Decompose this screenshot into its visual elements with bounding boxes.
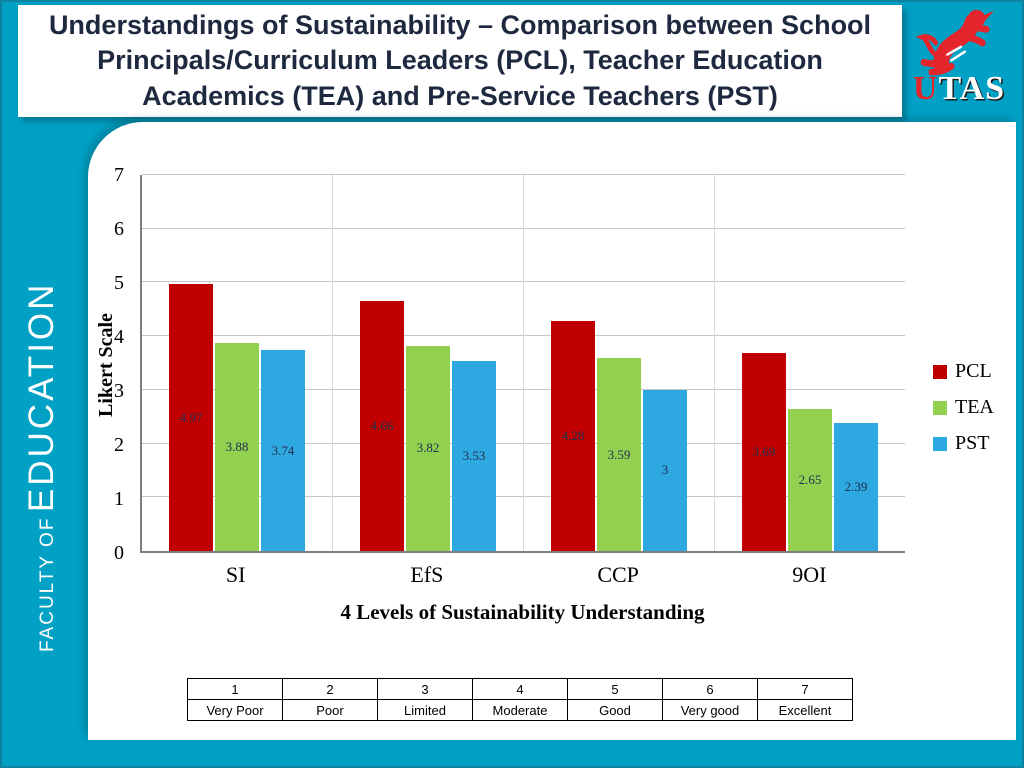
scale-number: 3 [377,678,473,700]
legend-item-pst: PST [933,432,994,455]
y-axis-ticks: 0 1 2 3 4 5 6 7 [88,164,132,564]
bar-value-label: 3 [661,462,669,478]
x-category-si: SI [225,562,246,587]
y-tick-label: 6 [114,218,124,240]
likert-scale-table: 1 2 3 4 5 6 7 Very Poor Poor Limited Mod… [187,678,853,721]
bar-value-label: 3.69 [752,443,776,459]
legend-item-pcl: PCL [933,360,994,383]
bar-group-EfS: 4.66 3.82 3.53 [332,175,523,551]
x-category-efs: EfS [410,562,444,587]
bar-pst-SI: 3.74 [261,350,305,551]
scale-label: Moderate [472,699,568,721]
scale-number: 6 [662,678,758,700]
y-tick-label: 1 [114,488,124,511]
legend-label-tea: TEA [955,396,994,418]
x-category-9oi: 9OI [792,562,827,587]
bar-value-label: 4.97 [179,409,203,425]
bar-pcl-SI: 4.97 [169,284,213,551]
legend-item-tea: TEA [933,396,994,419]
utas-wordmark: UTAS [913,72,1005,106]
bar-tea-9OI: 2.65 [788,408,832,551]
bar-value-label: 4.28 [561,428,585,444]
bar-value-label: 3.53 [462,448,486,464]
faculty-banner: FACULTY OF EDUCATION [22,282,62,652]
bar-value-label: 4.66 [370,417,394,433]
bar-group-CCP: 4.28 3.59 3 [523,175,714,551]
scale-number: 7 [757,678,853,700]
y-tick-label: 7 [114,164,124,186]
bar-pcl-EfS: 4.66 [360,300,404,551]
lion-icon [915,9,994,76]
scale-number: 5 [567,678,663,700]
y-tick-label: 3 [114,380,124,402]
y-tick-label: 4 [114,326,124,349]
bar-pst-EfS: 3.53 [452,361,496,551]
scale-label: Limited [377,699,473,721]
bar-value-label: 2.65 [798,471,822,487]
utas-logo: UTAS [906,6,1012,114]
scale-label: Poor [282,699,378,721]
scale-number: 1 [187,678,283,700]
education-text: EDUCATION [22,281,61,513]
bar-pcl-9OI: 3.69 [742,352,786,551]
bar-group-SI: 4.97 3.88 3.74 [142,175,332,551]
faculty-of-text: FACULTY OF [37,516,58,652]
scale-number: 4 [472,678,568,700]
legend-swatch-pst [933,436,947,451]
bar-group-9OI: 3.69 2.65 2.39 [714,175,905,551]
legend-label-pcl: PCL [955,360,992,382]
bar-series: 4.97 3.88 3.74 4.66 3.82 3.53 4.28 3.59 3 3.69 2.6… [142,175,905,551]
scale-numbers-row: 1 2 3 4 5 6 7 [187,678,853,700]
bar-pst-CCP: 3 [643,389,687,551]
bar-pst-9OI: 2.39 [834,422,878,551]
bar-tea-SI: 3.88 [215,342,259,551]
y-tick-label: 0 [114,542,124,564]
scale-label: Very Poor [187,699,283,721]
bar-value-label: 3.59 [607,446,631,462]
chart-plot-area: 4.97 3.88 3.74 4.66 3.82 3.53 4.28 3.59 3 3.69 2.6… [140,174,905,553]
scale-number: 2 [282,678,378,700]
legend-label-pst: PST [955,432,990,454]
logo-letter-u: U [912,70,939,107]
scale-label: Excellent [757,699,853,721]
bar-value-label: 3.74 [271,442,295,458]
bar-tea-CCP: 3.59 [597,358,641,551]
legend-swatch-pcl [933,364,947,379]
bar-value-label: 2.39 [844,478,868,494]
title-box: Understandings of Sustainability – Compa… [18,5,902,117]
bar-tea-EfS: 3.82 [406,345,450,551]
scale-label: Good [567,699,663,721]
bar-value-label: 3.88 [225,438,249,454]
y-tick-label: 5 [114,272,124,294]
bar-value-label: 3.82 [416,440,440,456]
y-tick-label: 2 [114,434,124,457]
gridline [142,174,905,175]
bar-pcl-CCP: 4.28 [551,321,595,551]
scale-label: Very good [662,699,758,721]
legend-swatch-tea [933,400,947,415]
x-axis-labels: SI EfS CCP 9OI [140,562,905,588]
chart-legend: PCL TEA PST [933,360,994,455]
scale-labels-row: Very Poor Poor Limited Moderate Good Ver… [187,699,853,721]
x-axis-title: 4 Levels of Sustainability Understanding [340,600,705,624]
logo-letters-tas: TAS [938,70,1006,107]
x-category-ccp: CCP [597,562,639,587]
page-title: Understandings of Sustainability – Compa… [48,9,872,111]
